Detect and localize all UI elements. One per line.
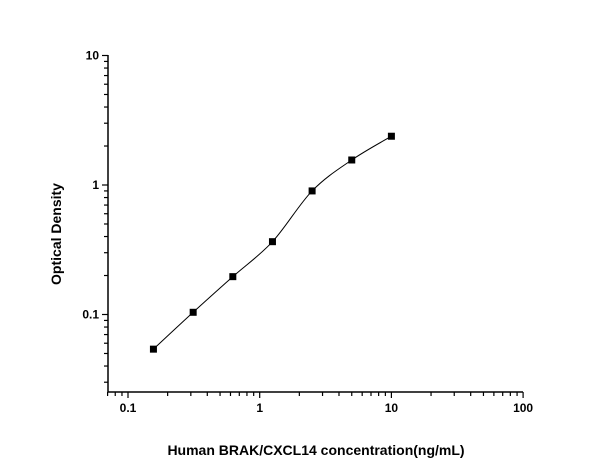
x-axis-title: Human BRAK/CXCL14 concentration(ng/mL) bbox=[167, 442, 464, 458]
data-point-square bbox=[189, 308, 197, 316]
data-point-square bbox=[149, 345, 157, 353]
x-tick-label: 10 bbox=[385, 401, 399, 415]
data-points bbox=[149, 132, 395, 353]
data-point-square bbox=[229, 273, 237, 281]
x-tick-label: 100 bbox=[513, 401, 533, 415]
data-point-square bbox=[308, 187, 316, 195]
data-point-square bbox=[387, 132, 395, 140]
data-point-square bbox=[348, 156, 356, 164]
y-tick-label: 10 bbox=[86, 49, 100, 63]
data-point-square bbox=[268, 238, 276, 246]
y-tick-label: 1 bbox=[92, 178, 99, 192]
y-axis-title: Optical Density bbox=[48, 183, 64, 285]
y-tick-label: 0.1 bbox=[82, 308, 99, 322]
x-tick-label: 0.1 bbox=[120, 401, 137, 415]
axes: 0.1 1 10 0.1 1 10 100 bbox=[82, 49, 533, 416]
x-tick-label: 1 bbox=[256, 401, 263, 415]
